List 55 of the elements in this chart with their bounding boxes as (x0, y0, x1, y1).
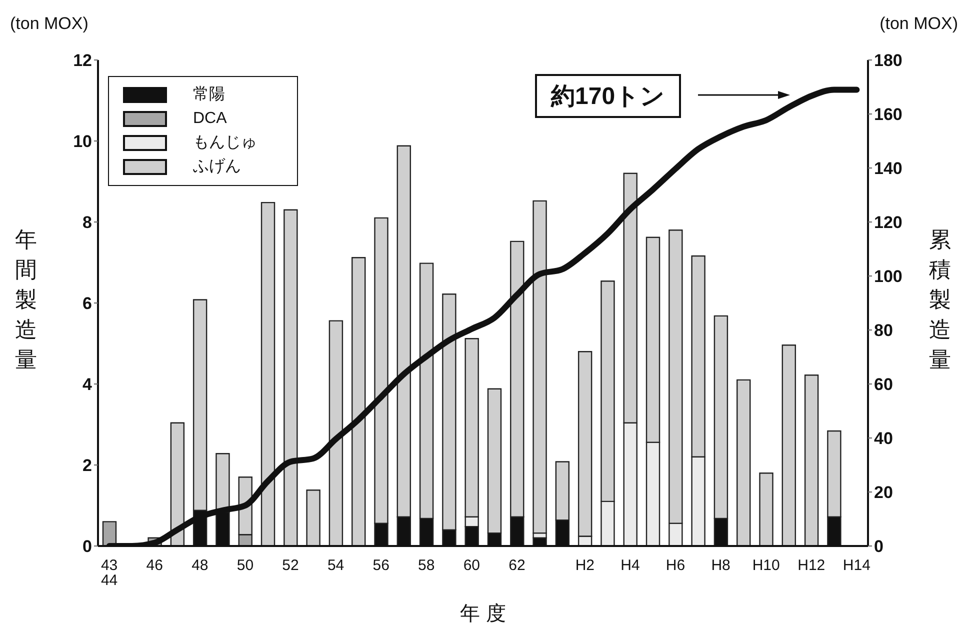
y-tick-label: 10 (73, 132, 92, 152)
y2-tick-label: 160 (874, 105, 902, 124)
legend-label: 常陽 (193, 84, 225, 105)
y2-tick-label: 20 (874, 483, 893, 502)
x-tick-label: 56 (372, 557, 390, 574)
bar (102, 521, 117, 546)
y2-axis-title: 累積製造量 (929, 227, 951, 372)
legend-label: ふげん (193, 157, 241, 177)
y2-tick-label: 120 (874, 213, 902, 232)
bar (759, 472, 774, 546)
x-tick-label: 50 (236, 557, 254, 574)
bar (782, 344, 796, 546)
x-tick-label: 43 44 (100, 557, 118, 589)
y2-tick-label: 40 (874, 429, 893, 448)
legend-label: もんじゅ (193, 133, 257, 153)
x-tick-label: H4 (620, 557, 640, 574)
x-tick-label: H14 (842, 557, 870, 574)
bar (306, 490, 320, 546)
bar (804, 374, 819, 546)
y-tick-label: 12 (73, 51, 92, 70)
x-tick-label: H12 (798, 557, 826, 574)
x-tick-label: 48 (192, 557, 208, 574)
y-tick-label: 0 (82, 537, 92, 556)
y2-tick-label: 100 (874, 267, 902, 286)
bar (170, 422, 185, 546)
annotation: 約170トン (535, 74, 682, 118)
y-tick-label: 2 (82, 456, 92, 476)
x-tick-label: H10 (752, 557, 780, 574)
y-tick-label: 4 (82, 375, 93, 394)
x-tick-label: 62 (508, 557, 526, 574)
bar (260, 202, 276, 546)
y2-tick-label: 80 (874, 321, 893, 340)
y-tick-label: 8 (82, 213, 92, 232)
bar (736, 379, 751, 546)
x-tick-label: H2 (575, 557, 595, 574)
x-tick-label: 58 (418, 557, 435, 574)
text: (ton MOX) (880, 14, 958, 34)
x-tick-label: 54 (327, 557, 344, 574)
legend-label: DCA (193, 109, 227, 129)
x-tick-label: H8 (711, 557, 730, 574)
y2-tick-label: 60 (874, 375, 893, 394)
y2-tick-label: 180 (874, 51, 902, 70)
x-axis-title: 年 度 (460, 603, 506, 625)
y2-tick-label: 0 (874, 537, 884, 556)
x-tick-label: 52 (282, 557, 299, 574)
y2-tick-label: 140 (874, 159, 902, 178)
x-tick-label: 60 (463, 557, 480, 574)
bar (284, 209, 298, 546)
x-tick-label: H6 (666, 557, 686, 574)
y-tick-label: 6 (82, 294, 92, 314)
bar (352, 257, 366, 546)
text: (ton MOX) (10, 14, 88, 34)
x-tick-label: 46 (146, 557, 163, 574)
bar (328, 320, 344, 546)
y-axis-title: 年間製造量 (15, 227, 37, 372)
